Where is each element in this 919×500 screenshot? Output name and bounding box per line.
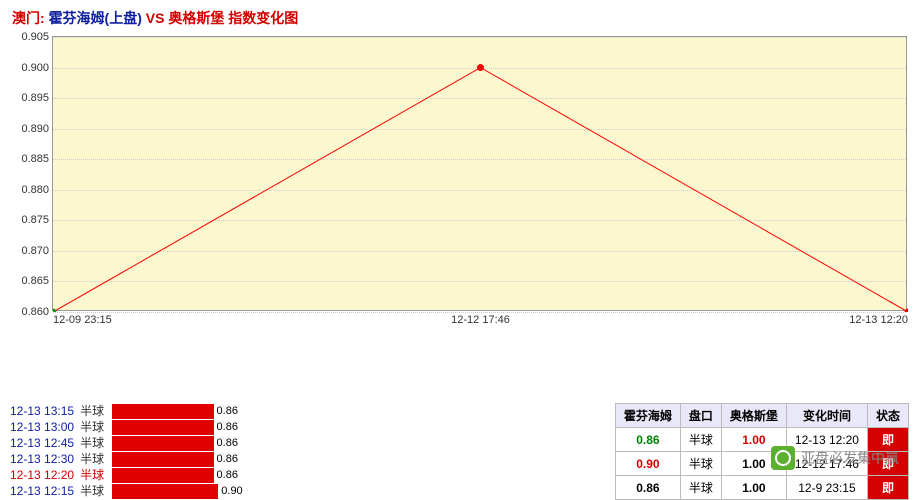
table-header-cell: 状态 [867,404,908,428]
y-tick-label: 0.890 [21,123,53,135]
data-point [905,309,909,313]
y-tick-label: 0.870 [21,245,53,257]
bar-chart: 0.86 0.86 0.86 0.86 0.86 0.90 [112,403,252,499]
x-tick-label: 12-12 17:46 [451,310,510,326]
handicap-type: 半球 [80,435,104,451]
bar-rect [112,484,218,499]
time-row: 12-13 12:20 半球 [10,467,104,483]
y-tick-label: 0.900 [21,62,53,74]
title-prefix: 澳门: [12,10,49,26]
bar-value-label: 0.90 [218,485,242,497]
title-team2: 奥格斯堡 指数变化图 [168,10,298,26]
y-tick-label: 0.905 [21,31,53,43]
bar-row: 0.86 [112,451,252,467]
watermark-text: 亚盘必发集中赢 [801,448,899,468]
time-stamp: 12-13 12:45 [10,435,74,451]
bar-value-label: 0.86 [214,469,238,481]
bar-rect [112,436,213,451]
y-tick-label: 0.880 [21,184,53,196]
handicap-type: 半球 [80,483,104,499]
bar-rect [112,404,213,419]
watermark: 亚盘必发集中赢 [771,446,899,470]
time-stamp: 12-13 12:20 [10,467,74,483]
time-row: 12-13 13:15 半球 [10,403,104,419]
handicap-type: 半球 [80,419,104,435]
time-stamp: 12-13 12:30 [10,451,74,467]
bar-row: 0.86 [112,419,252,435]
y-tick-label: 0.860 [21,306,53,318]
bar-row: 0.86 [112,435,252,451]
y-tick-label: 0.865 [21,275,53,287]
plot-area: 0.9050.9000.8950.8900.8850.8800.8750.870… [52,36,907,311]
y-tick-label: 0.875 [21,214,53,226]
table-cell: 1.00 [721,476,786,500]
wechat-icon [771,446,795,470]
data-point [477,64,484,71]
table-cell: 即 [867,476,908,500]
time-stamp: 12-13 13:00 [10,419,74,435]
y-tick-label: 0.885 [21,153,53,165]
y-tick-label: 0.895 [21,92,53,104]
time-stamp: 12-13 12:15 [10,483,74,499]
line-chart: 0.9050.9000.8950.8900.8850.8800.8750.870… [10,36,909,341]
bar-rect [112,420,213,435]
title-vs: VS [142,10,168,26]
bar-rect [112,468,213,483]
table-header-cell: 盘口 [680,404,721,428]
table-header-row: 霍芬海姆盘口奥格斯堡变化时间状态 [615,404,908,428]
handicap-type: 半球 [80,467,104,483]
time-row: 12-13 12:30 半球 [10,451,104,467]
bar-value-label: 0.86 [214,405,238,417]
title-team1: 霍芬海姆(上盘) [49,10,142,26]
time-row: 12-13 12:45 半球 [10,435,104,451]
table-cell: 12-9 23:15 [786,476,867,500]
chart-title: 澳门: 霍芬海姆(上盘) VS 奥格斯堡 指数变化图 [0,0,919,36]
table-header-cell: 变化时间 [786,404,867,428]
table-row: 0.86半球1.0012-9 23:15即 [615,476,908,500]
table-header-cell: 奥格斯堡 [721,404,786,428]
bar-row: 0.86 [112,403,252,419]
x-tick-label: 12-09 23:15 [53,310,112,326]
chart-line [53,68,908,312]
time-row: 12-13 12:15 半球 [10,483,104,499]
table-cell: 半球 [680,452,721,476]
bar-row: 0.86 [112,467,252,483]
bar-rect [112,452,213,467]
time-row: 12-13 13:00 半球 [10,419,104,435]
bar-row: 0.90 [112,483,252,499]
chart-svg [53,37,908,312]
bar-value-label: 0.86 [214,421,238,433]
table-cell: 0.90 [615,452,680,476]
handicap-type: 半球 [80,451,104,467]
handicap-type: 半球 [80,403,104,419]
time-stamp: 12-13 13:15 [10,403,74,419]
x-tick-label: 12-13 12:20 [849,310,908,326]
time-list: 12-13 13:15半球12-13 13:00半球12-13 12:45半球1… [10,403,104,500]
bar-value-label: 0.86 [214,453,238,465]
bar-value-label: 0.86 [214,437,238,449]
table-cell: 0.86 [615,476,680,500]
table-header-cell: 霍芬海姆 [615,404,680,428]
table-cell: 半球 [680,476,721,500]
table-cell: 半球 [680,428,721,452]
data-point [53,309,57,313]
table-cell: 0.86 [615,428,680,452]
